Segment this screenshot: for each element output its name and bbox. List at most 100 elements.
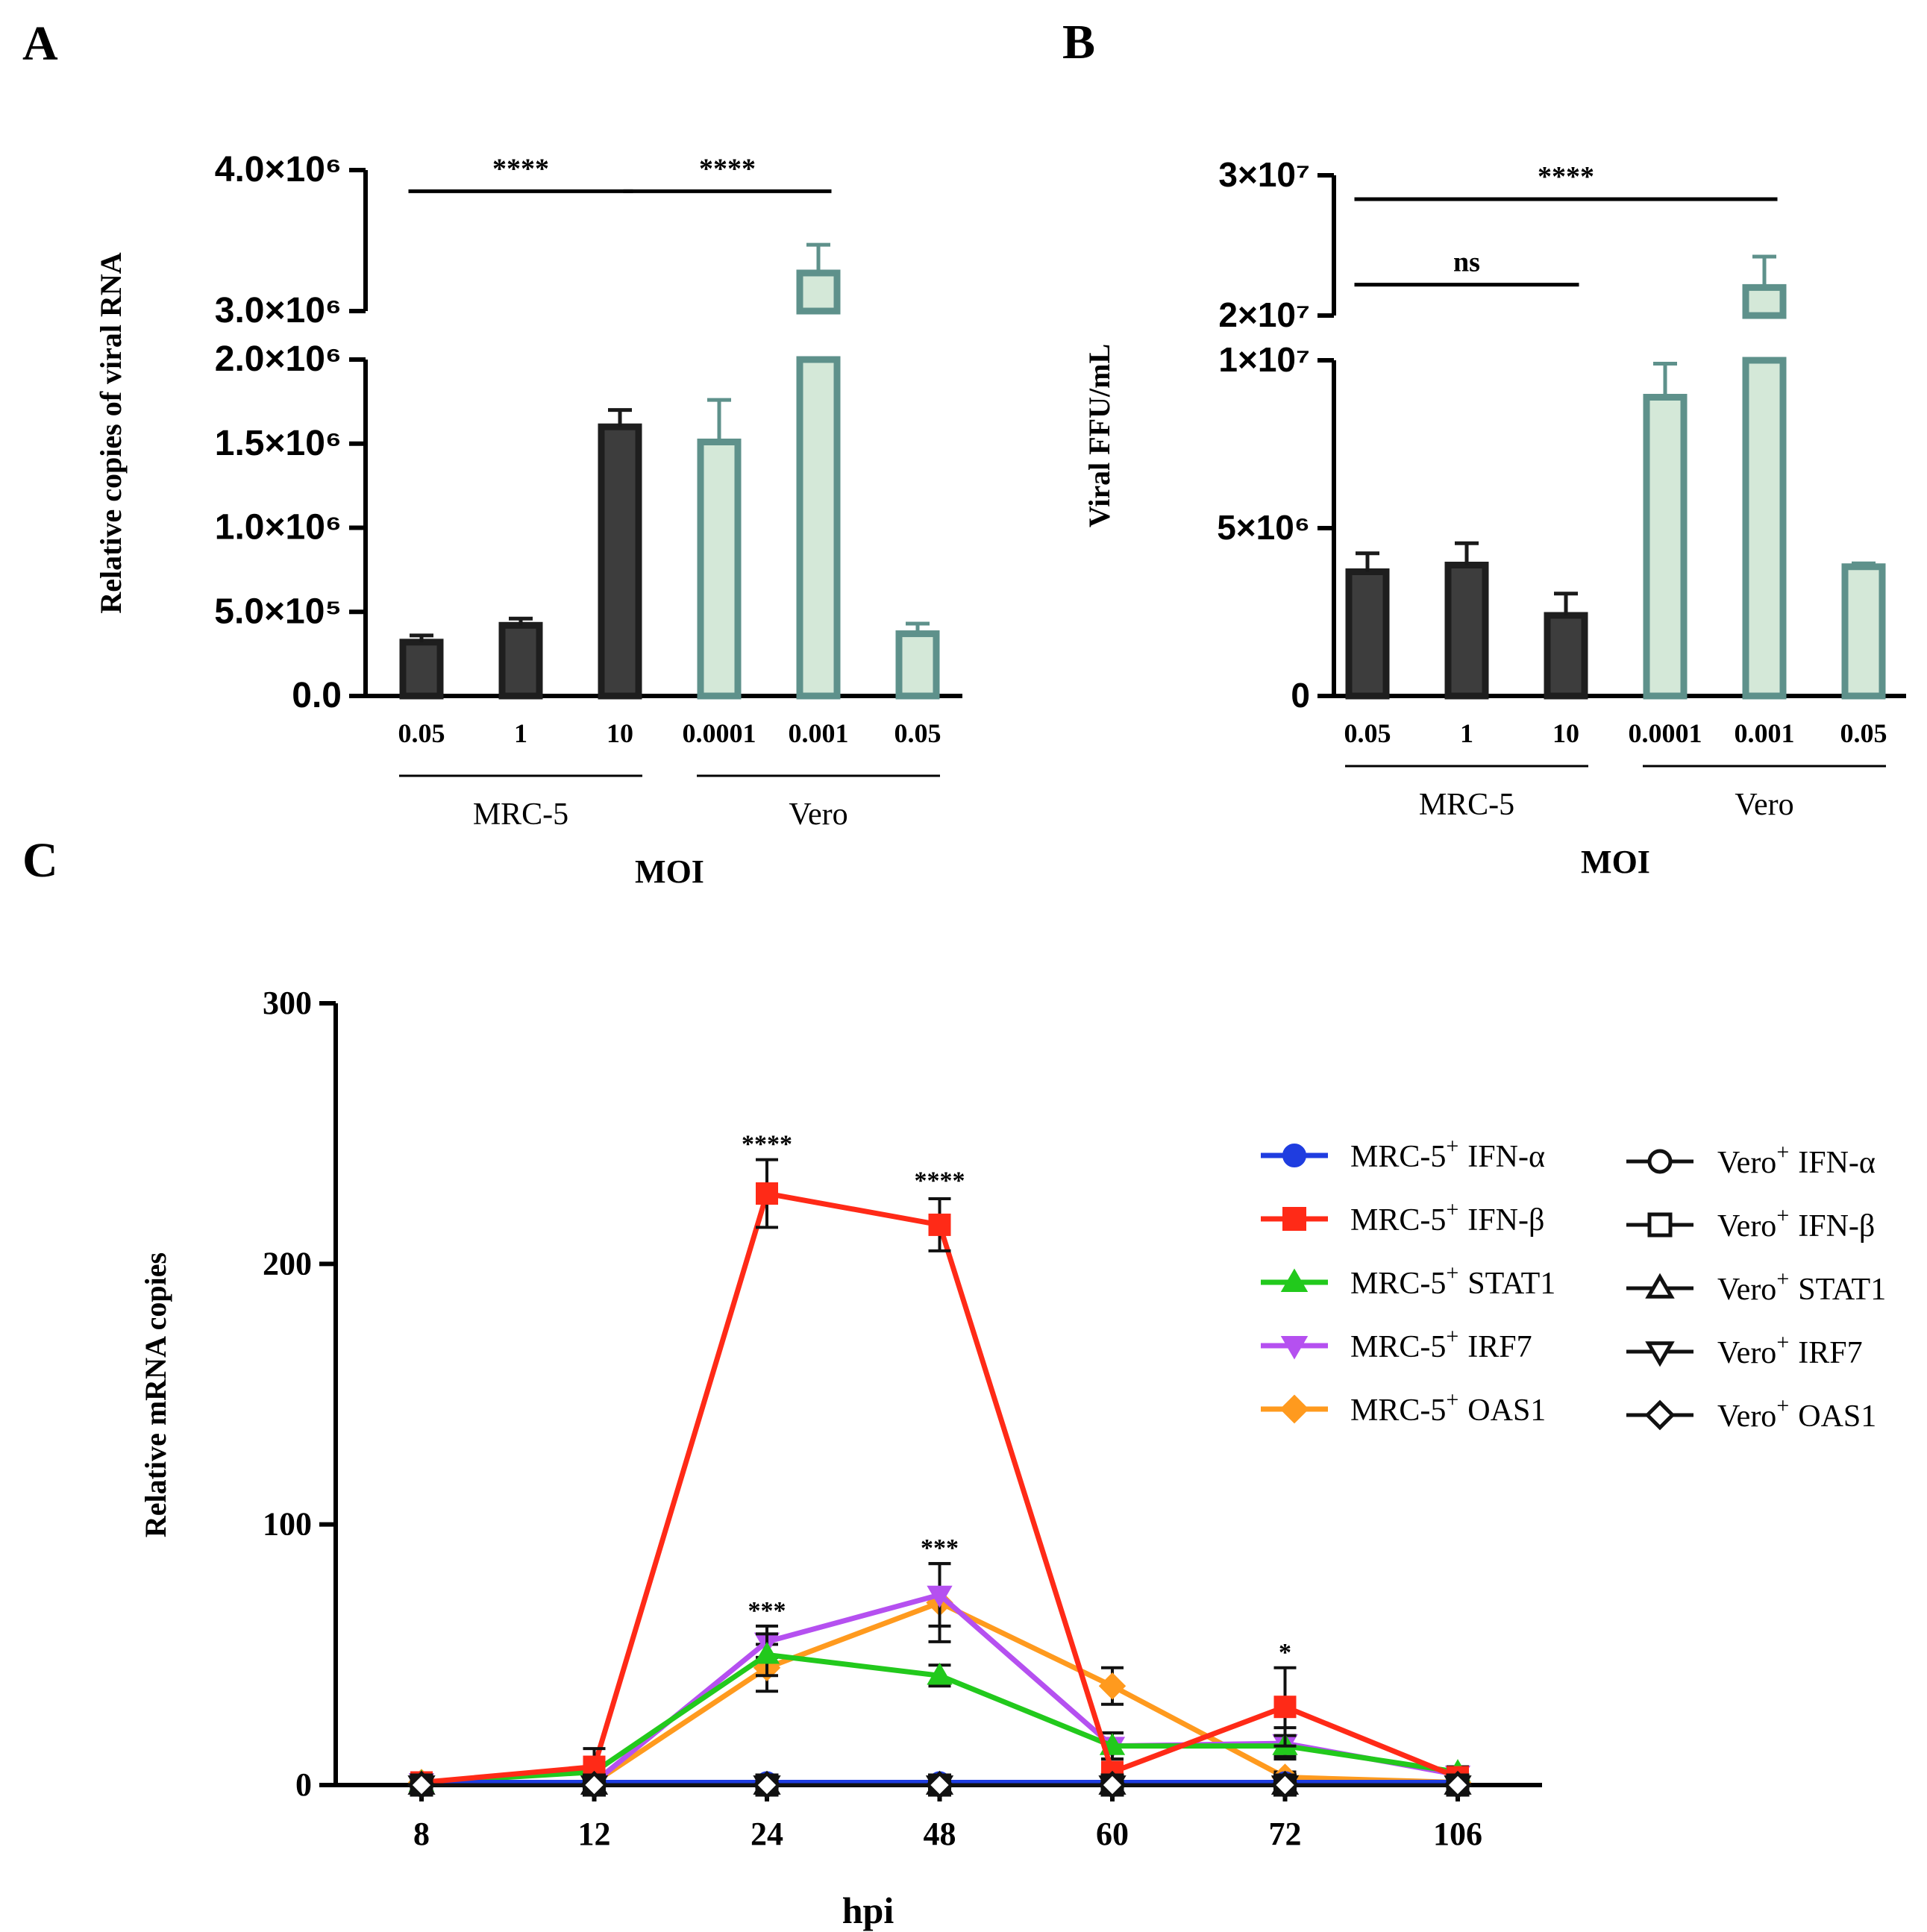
significance-annotation: *** bbox=[748, 1597, 786, 1625]
data-point bbox=[1443, 1770, 1473, 1800]
bar-upper-segment bbox=[796, 269, 841, 315]
data-point bbox=[1270, 1770, 1300, 1800]
panel-label-c: C bbox=[22, 833, 58, 888]
chart-a-bar-chart: 0.0 5.0×10⁵ 1.0×10⁶ 1.5×10⁶ 2.0×10⁶ 3.0×10⁶ 4.… bbox=[94, 150, 962, 890]
data-point bbox=[1273, 1696, 1297, 1719]
x-tick-label: 0.001 bbox=[1735, 718, 1795, 748]
x-tick-label: 48 bbox=[924, 1816, 956, 1852]
legend-label-base: MRC-5 bbox=[1350, 1330, 1446, 1364]
bar bbox=[697, 438, 742, 700]
data-point bbox=[407, 1770, 436, 1800]
legend-label-sup: + bbox=[1776, 1203, 1789, 1228]
legend-item: MRC-5+ IFN-α bbox=[1261, 1134, 1545, 1174]
x-tick-label: 0.05 bbox=[1344, 718, 1391, 748]
legend-item: MRC-5+ OAS1 bbox=[1261, 1387, 1546, 1428]
x-axis-label: hpi bbox=[842, 1889, 894, 1931]
legend-marker bbox=[1280, 1268, 1309, 1292]
data-point bbox=[927, 1585, 953, 1608]
significance-label: **** bbox=[492, 153, 549, 184]
group-label: Vero bbox=[789, 797, 847, 832]
legend-label-gene: IFN-β bbox=[1467, 1203, 1544, 1238]
data-point bbox=[753, 1641, 780, 1664]
legend-label-gene: STAT1 bbox=[1467, 1267, 1555, 1301]
legend-label: MRC-5+ STAT1 bbox=[1350, 1261, 1555, 1301]
y-tick-label: 300 bbox=[263, 985, 312, 1021]
significance-annotation: **** bbox=[742, 1131, 792, 1158]
x-tick-label: 10 bbox=[1552, 718, 1579, 748]
bar bbox=[498, 621, 543, 700]
panel-labels: A B C bbox=[22, 15, 1095, 888]
legend-item: Vero+ IRF7 bbox=[1626, 1330, 1863, 1370]
data-point bbox=[580, 1770, 609, 1800]
legend-label-gene: IRF7 bbox=[1467, 1330, 1532, 1364]
x-tick-label: 12 bbox=[578, 1816, 611, 1852]
legend-label-sup: + bbox=[1776, 1267, 1789, 1291]
y-tick-label: 0 bbox=[1291, 676, 1310, 715]
panel-label-b: B bbox=[1062, 15, 1095, 69]
legend-label-gene: STAT1 bbox=[1798, 1273, 1886, 1307]
legend-label: MRC-5+ IRF7 bbox=[1350, 1324, 1532, 1364]
y-tick-label: 5.0×10⁵ bbox=[214, 592, 342, 631]
significance-label: **** bbox=[1538, 161, 1594, 192]
bar bbox=[1643, 394, 1688, 700]
legend-label-sup: + bbox=[1446, 1324, 1458, 1349]
y-tick-label: 2.0×10⁶ bbox=[215, 339, 342, 379]
data-point bbox=[1097, 1770, 1127, 1800]
legend-item: Vero+ IFN-β bbox=[1626, 1203, 1875, 1243]
legend-label: MRC-5+ OAS1 bbox=[1350, 1387, 1546, 1428]
legend-item: MRC-5+ STAT1 bbox=[1261, 1261, 1555, 1301]
y-tick-label: 0.0 bbox=[292, 676, 342, 715]
legend-label-base: MRC-5 bbox=[1350, 1140, 1446, 1174]
legend-label: MRC-5+ IFN-β bbox=[1350, 1197, 1544, 1238]
legend-marker bbox=[1282, 1207, 1306, 1231]
y-tick-label: 2×10⁷ bbox=[1218, 295, 1310, 334]
bar bbox=[1345, 568, 1390, 700]
legend-item: MRC-5+ IFN-β bbox=[1261, 1197, 1544, 1238]
data-point bbox=[1098, 1672, 1127, 1700]
y-tick-label: 3.0×10⁶ bbox=[215, 291, 342, 330]
panel-label-a: A bbox=[22, 16, 58, 71]
y-tick-label: 100 bbox=[263, 1506, 312, 1543]
legend-label-base: Vero bbox=[1717, 1146, 1776, 1180]
group-label: MRC-5 bbox=[473, 797, 568, 832]
legend-marker bbox=[1279, 1394, 1309, 1424]
x-tick-label: 60 bbox=[1096, 1816, 1129, 1852]
y-tick-label: 0 bbox=[295, 1766, 312, 1803]
y-tick-label: 5×10⁶ bbox=[1217, 508, 1310, 547]
x-tick-label: 10 bbox=[607, 718, 633, 748]
x-tick-label: 0.0001 bbox=[1629, 718, 1702, 748]
legend-label: MRC-5+ IFN-α bbox=[1350, 1134, 1545, 1174]
x-tick-label: 0.0001 bbox=[683, 718, 756, 748]
legend-label-base: Vero bbox=[1717, 1336, 1776, 1370]
x-tick-label: 24 bbox=[751, 1816, 783, 1852]
x-tick-label: 0.05 bbox=[398, 718, 445, 748]
legend-label: Vero+ IRF7 bbox=[1717, 1330, 1863, 1370]
bar bbox=[1444, 562, 1489, 700]
legend-label: Vero+ STAT1 bbox=[1717, 1267, 1886, 1307]
y-tick-label: 4.0×10⁶ bbox=[215, 150, 342, 189]
legend-label: Vero+ OAS1 bbox=[1717, 1393, 1876, 1434]
x-tick-label: 1 bbox=[1460, 718, 1473, 748]
series-mrc5-ifn bbox=[410, 1158, 1469, 1794]
chart-c-line-chart: 0 100 200 300 8 12 24 48 60 72 106 hpi Relative mRNA… bbox=[139, 985, 1886, 1931]
legend-label: Vero+ IFN-α bbox=[1717, 1140, 1876, 1180]
bar bbox=[399, 639, 444, 700]
legend-label-sup: + bbox=[1776, 1330, 1789, 1355]
bar bbox=[1841, 563, 1886, 700]
x-tick-label: 72 bbox=[1269, 1816, 1302, 1852]
legend-label-sup: + bbox=[1776, 1393, 1789, 1418]
legend-label-base: MRC-5 bbox=[1350, 1393, 1446, 1428]
data-point bbox=[925, 1770, 954, 1800]
data-point bbox=[928, 1213, 951, 1236]
legend-marker bbox=[1280, 1336, 1309, 1360]
significance-label: **** bbox=[699, 153, 756, 184]
legend-label-sup: + bbox=[1446, 1197, 1458, 1222]
legend-label-base: Vero bbox=[1717, 1399, 1776, 1434]
data-point bbox=[756, 1182, 778, 1205]
data-point bbox=[927, 1662, 953, 1685]
legend-label-gene: IFN-β bbox=[1798, 1209, 1875, 1243]
legend-item: Vero+ STAT1 bbox=[1626, 1267, 1886, 1307]
legend-marker bbox=[1645, 1341, 1675, 1367]
